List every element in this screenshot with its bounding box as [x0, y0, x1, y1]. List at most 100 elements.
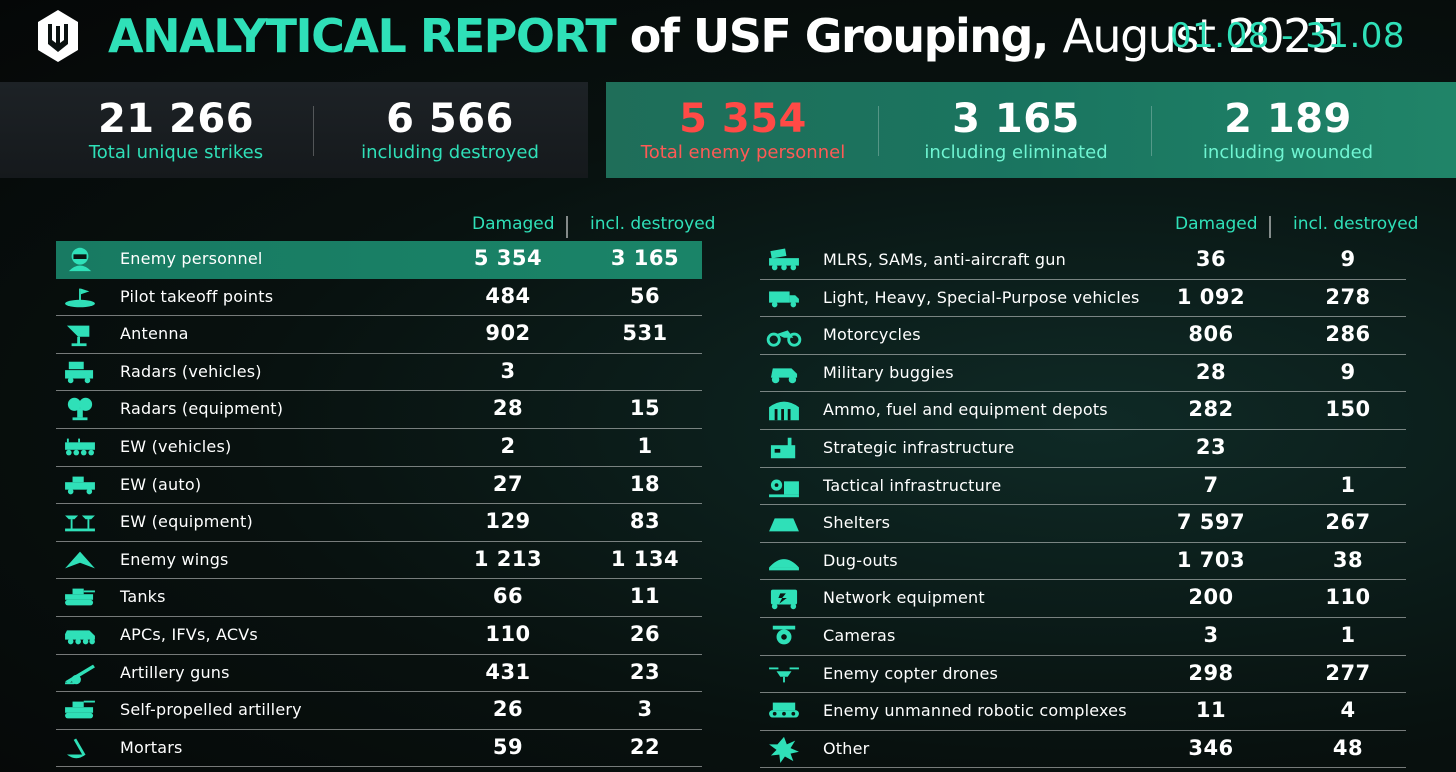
table-row: Strategic infrastructure 23 [760, 430, 1406, 468]
damaged-value: 27 [492, 471, 524, 496]
damaged-value: 28 [492, 396, 524, 421]
table-row: Radars (equipment) 28 15 [56, 391, 702, 429]
damaged-value: 346 [1188, 735, 1234, 760]
stat-label: including eliminated [924, 142, 1108, 163]
divider [1151, 106, 1152, 156]
table-row: Pilot takeoff points 484 56 [56, 279, 702, 317]
row-label: Mortars [120, 737, 183, 757]
destroyed-value: 56 [629, 283, 661, 308]
table-row: Tactical infrastructure 7 1 [760, 468, 1406, 506]
stat-enemy-personnel: 5 354 Total enemy personnel [618, 96, 868, 164]
destroyed-value: 1 [1340, 472, 1356, 497]
stat-label: including destroyed [361, 142, 539, 163]
row-label: Artillery guns [120, 662, 230, 682]
stat-eliminated: 3 165 including eliminated [896, 96, 1136, 164]
row-label: Enemy copter drones [823, 663, 999, 683]
destroyed-value: 1 134 [610, 546, 680, 571]
stat-total-strikes: 21 266 Total unique strikes [60, 96, 292, 164]
title-accent: ANALYTICAL REPORT [108, 9, 617, 63]
stat-value: 5 354 [679, 96, 807, 142]
table-row: Other 346 48 [760, 731, 1406, 769]
divider [878, 106, 879, 156]
report-title: ANALYTICAL REPORT of USF Grouping, Augus… [108, 8, 1340, 64]
row-label: Shelters [823, 513, 891, 533]
row-label: Tactical infrastructure [823, 475, 1002, 495]
table-row: APCs, IFVs, ACVs 110 26 [56, 617, 702, 655]
truck-icon [769, 291, 799, 307]
damaged-value: 26 [492, 697, 524, 722]
row-label: Cameras [823, 626, 896, 645]
date-range: 01.08 - 31.08 [1170, 16, 1406, 56]
destroyed-value: 110 [1325, 585, 1371, 610]
destroyed-value: 4 [1340, 698, 1356, 723]
right-col-damaged-header: Damaged [1175, 214, 1258, 234]
destroyed-value: 278 [1325, 284, 1371, 309]
damaged-value: 1 092 [1176, 284, 1246, 309]
row-label: Dug-outs [823, 550, 898, 570]
stat-value: 3 165 [952, 96, 1080, 142]
ew-auto-icon [65, 476, 95, 494]
destroyed-value: 9 [1340, 247, 1356, 271]
artillery-icon [65, 664, 95, 684]
motorcycle-icon [766, 330, 802, 347]
table-row: Enemy copter drones 298 277 [760, 656, 1406, 694]
dugout-icon [769, 558, 799, 571]
destroyed-value: 9 [1340, 359, 1356, 384]
row-label: Motorcycles [823, 325, 921, 345]
ew-equipment-icon [65, 515, 95, 532]
table-row: EW (equipment) 129 83 [56, 504, 702, 542]
damaged-value: 200 [1188, 585, 1234, 610]
damaged-value: 298 [1188, 660, 1234, 685]
factory-icon [770, 437, 796, 459]
drone-icon [769, 667, 799, 682]
damaged-value: 902 [485, 321, 531, 346]
stat-label: Total enemy personnel [640, 142, 846, 163]
stat-value: 6 566 [386, 96, 514, 142]
row-label: Enemy wings [120, 549, 229, 569]
row-label: Self-propelled artillery [120, 700, 302, 720]
table-row: Enemy unmanned robotic complexes 11 4 [760, 693, 1406, 731]
table-row: Military buggies 28 9 [760, 355, 1406, 393]
destroyed-value: 48 [1332, 735, 1364, 760]
divider [313, 106, 314, 156]
destroyed-value: 286 [1325, 322, 1371, 347]
row-label: Radars (equipment) [120, 399, 284, 419]
mortar-icon [66, 738, 86, 759]
soldier-icon [68, 247, 92, 272]
table-row: Radars (vehicles) 3 [56, 354, 702, 392]
table-row: Self-propelled artillery 26 3 [56, 692, 702, 730]
damaged-value: 431 [485, 659, 531, 684]
right-col-destroyed-header: incl. destroyed [1293, 214, 1419, 234]
damaged-value: 36 [1195, 247, 1227, 271]
table-row: Enemy personnel 5 354 3 165 [56, 241, 702, 279]
destroyed-value: 277 [1325, 660, 1371, 685]
destroyed-value: 531 [622, 321, 668, 346]
table-row: Cameras 3 1 [760, 618, 1406, 656]
destroyed-value: 18 [629, 471, 661, 496]
buggy-icon [770, 368, 798, 384]
table-row: Artillery guns 431 23 [56, 655, 702, 693]
row-label: Pilot takeoff points [120, 286, 274, 306]
destroyed-value: 83 [629, 509, 661, 534]
column-separator [566, 216, 568, 238]
damaged-value: 7 [1203, 472, 1219, 497]
stat-value: 21 266 [97, 96, 255, 142]
row-label: Antenna [120, 324, 189, 344]
damaged-value: 59 [492, 734, 524, 759]
destroyed-value: 3 [637, 697, 653, 722]
row-label: EW (vehicles) [120, 437, 232, 456]
damaged-value: 806 [1188, 322, 1234, 347]
sp-artillery-icon [65, 700, 95, 719]
destroyed-value: 26 [629, 622, 661, 646]
destroyed-value: 267 [1325, 510, 1371, 535]
row-label: MLRS, SAMs, anti-aircraft gun [823, 250, 1066, 269]
radar-equipment-icon [67, 398, 93, 421]
damaged-value: 282 [1188, 397, 1234, 422]
row-label: Network equipment [823, 588, 985, 608]
stat-destroyed: 6 566 including destroyed [334, 96, 566, 164]
table-row: Dug-outs 1 703 38 [760, 543, 1406, 581]
table-row: Network equipment 200 110 [760, 580, 1406, 618]
destroyed-value: 38 [1332, 547, 1364, 572]
damaged-value: 484 [485, 283, 531, 308]
row-label: Tanks [120, 587, 166, 607]
